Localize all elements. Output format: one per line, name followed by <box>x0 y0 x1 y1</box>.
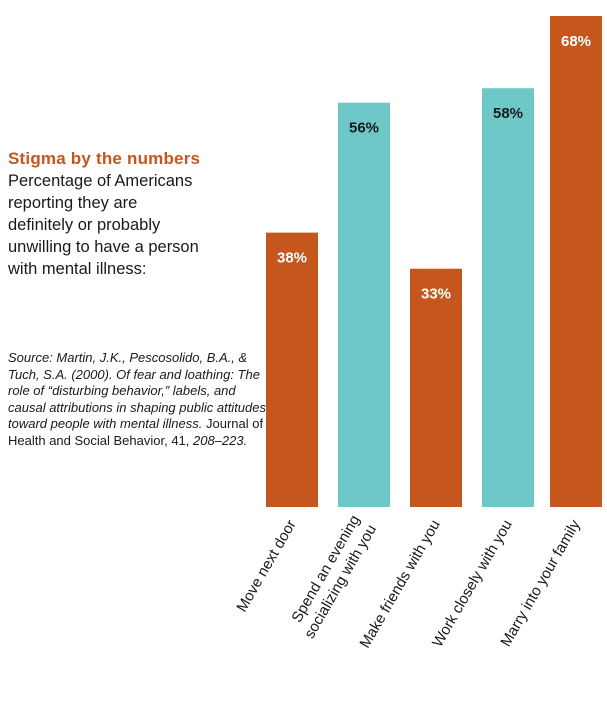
source-citation: Source: Martin, J.K., Pescosolido, B.A.,… <box>8 350 270 449</box>
chart-heading: Stigma by the numbers <box>8 149 201 168</box>
bar-value-label-1: 38% <box>277 250 307 267</box>
bar-2 <box>338 102 390 507</box>
source-citation-italic: Source: Martin, J.K., Pescosolido, B.A.,… <box>8 350 266 431</box>
bar-3 <box>410 268 462 507</box>
category-label-1: Move next door <box>233 517 299 615</box>
bar-value-label-4: 58% <box>493 105 523 122</box>
category-label-2: Spend an eveningsocializing with you <box>285 512 380 641</box>
bar-4 <box>482 88 534 508</box>
chart-subtitle: Percentage of Americans reporting they a… <box>8 172 199 278</box>
category-label-5: Marry into your family <box>497 517 584 650</box>
source-citation-journal: Journal of Health and Social Behavior, 4… <box>8 416 264 448</box>
bar-value-label-5: 68% <box>561 33 591 50</box>
bar-5 <box>550 16 602 507</box>
bar-1 <box>266 232 318 507</box>
source-citation-pages: 208–223. <box>193 432 248 448</box>
bar-value-label-3: 33% <box>421 286 451 303</box>
chart-description: Stigma by the numbers Percentage of Amer… <box>8 148 263 280</box>
bar-value-label-2: 56% <box>349 120 379 137</box>
